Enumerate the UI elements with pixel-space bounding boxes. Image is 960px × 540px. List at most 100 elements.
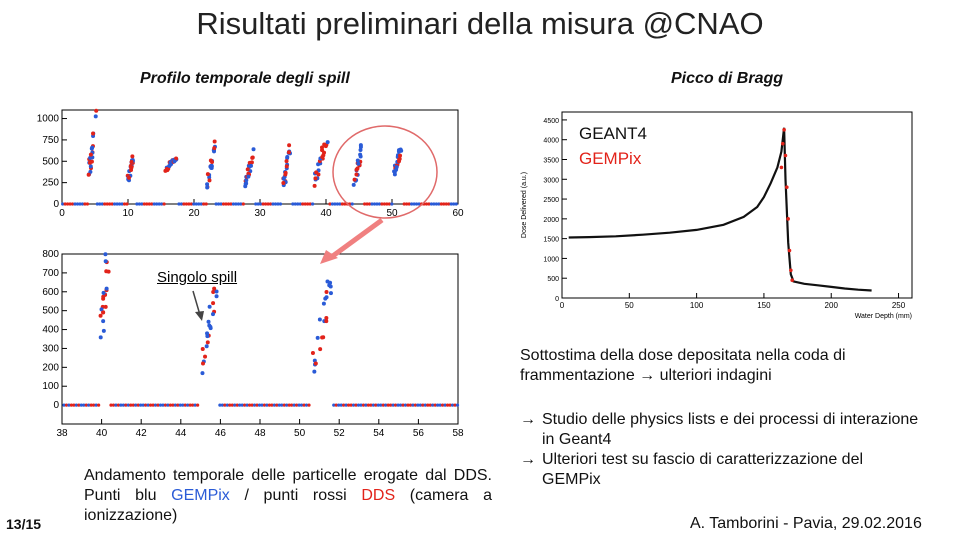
data-point <box>396 403 400 407</box>
data-point <box>136 403 140 407</box>
data-point <box>75 202 80 206</box>
data-point <box>92 403 96 407</box>
data-point <box>95 202 99 206</box>
data-point <box>214 294 219 299</box>
data-point <box>181 403 185 407</box>
data-point <box>347 403 351 407</box>
data-point <box>101 296 106 301</box>
data-point <box>90 145 95 150</box>
data-point <box>267 403 272 407</box>
y-tick-label: 1000 <box>543 256 559 263</box>
single-spill-chart: 38 40 42 44 46 48 50 52 54 56 58 0 100 200 300 400 500 60… <box>42 249 464 439</box>
data-point <box>116 403 121 407</box>
data-point <box>151 403 155 407</box>
data-point <box>380 202 384 206</box>
data-point <box>210 312 215 317</box>
data-point <box>303 202 307 206</box>
x-tick-label: 48 <box>254 428 266 439</box>
data-point <box>262 403 267 407</box>
data-point <box>137 202 141 206</box>
data-point <box>278 202 283 206</box>
data-point <box>205 340 210 345</box>
data-point <box>194 202 198 206</box>
data-point <box>453 403 457 407</box>
data-point <box>426 403 430 407</box>
data-point <box>285 403 289 407</box>
data-point <box>314 170 319 175</box>
data-point <box>337 403 341 407</box>
data-point <box>111 403 116 407</box>
data-point <box>387 202 391 206</box>
data-point <box>120 202 124 206</box>
data-point <box>250 155 255 160</box>
data-point <box>78 202 82 206</box>
data-point <box>89 403 93 407</box>
data-point <box>115 202 119 206</box>
y-tick-label: 1000 <box>37 114 60 125</box>
data-point <box>248 403 252 407</box>
x-tick-label: 38 <box>56 428 68 439</box>
x-tick-label: 40 <box>96 428 108 439</box>
data-point <box>452 202 456 206</box>
data-point <box>97 403 101 407</box>
data-point <box>338 202 342 206</box>
data-point <box>416 403 420 407</box>
data-point <box>173 403 177 407</box>
data-point <box>447 202 451 206</box>
data-point <box>105 202 109 206</box>
data-point <box>169 162 174 167</box>
data-point <box>261 202 265 206</box>
data-point <box>374 403 378 407</box>
x-tick-label: 150 <box>757 301 771 310</box>
data-point <box>209 163 214 168</box>
data-point <box>307 403 311 407</box>
x-tick-label: 54 <box>373 428 385 439</box>
data-point <box>113 202 117 206</box>
y-tick-label: 0 <box>53 400 59 411</box>
data-point <box>160 202 164 206</box>
data-point <box>212 139 217 144</box>
data-point <box>371 403 375 407</box>
data-point <box>205 331 210 336</box>
data-point <box>287 403 291 407</box>
data-point <box>119 403 123 407</box>
data-point <box>402 202 406 206</box>
data-point <box>356 403 361 407</box>
data-point <box>249 160 254 165</box>
data-point <box>291 202 295 206</box>
data-point <box>87 403 91 407</box>
data-point <box>372 202 377 206</box>
zoom-arrow <box>328 217 384 261</box>
data-point <box>155 202 159 206</box>
x-tick-label: 44 <box>175 428 187 439</box>
data-point <box>413 403 418 407</box>
data-point <box>69 403 74 407</box>
data-point <box>322 142 327 147</box>
data-point <box>140 202 144 206</box>
data-point <box>428 403 432 407</box>
data-point <box>286 150 291 155</box>
data-point <box>206 319 211 324</box>
data-point <box>417 202 421 206</box>
x-tick-label: 46 <box>215 428 227 439</box>
x-tick-label: 40 <box>320 208 332 219</box>
right-subtitle: Picco di Bragg <box>671 70 784 87</box>
data-point <box>162 202 166 206</box>
x-tick-label: 52 <box>334 428 346 439</box>
y-tick-label: 100 <box>42 381 59 392</box>
gempix-data-point <box>786 217 790 221</box>
data-point <box>62 403 66 407</box>
y-tick-label: 700 <box>42 268 59 279</box>
data-point <box>172 159 177 164</box>
data-point <box>245 167 250 172</box>
data-point <box>438 403 442 407</box>
data-point <box>414 202 419 206</box>
data-point <box>342 403 346 407</box>
data-point <box>101 328 106 333</box>
data-point <box>433 403 437 407</box>
data-point <box>349 403 353 407</box>
data-point <box>272 403 276 407</box>
data-point <box>117 202 122 206</box>
data-point <box>264 202 268 206</box>
data-point <box>324 290 329 295</box>
